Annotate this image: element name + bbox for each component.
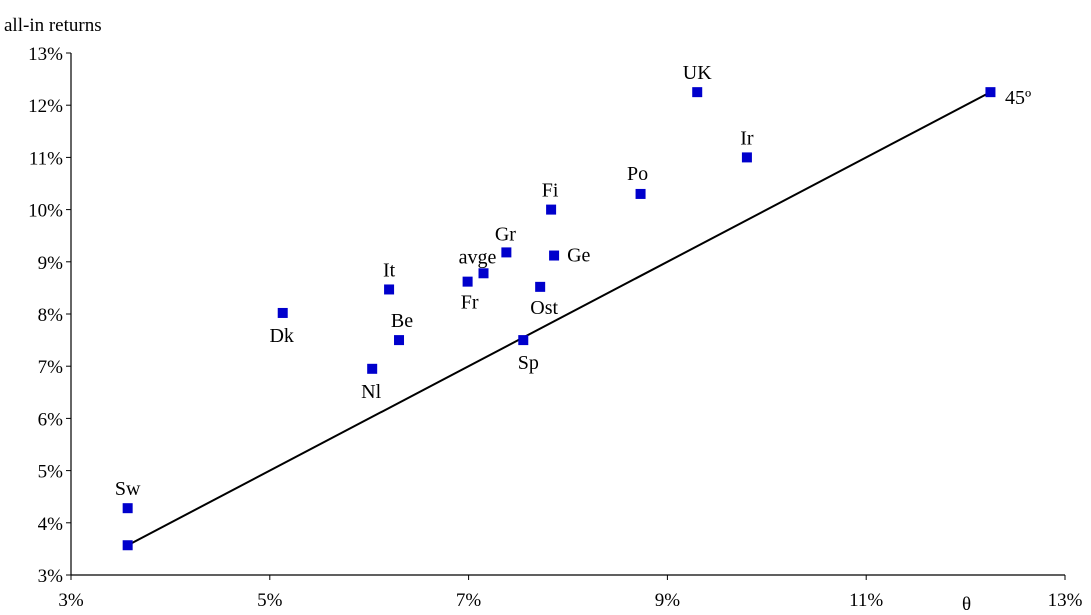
data-point-marker bbox=[985, 87, 996, 98]
diagonal-line bbox=[125, 91, 991, 548]
data-point-marker bbox=[367, 363, 378, 374]
data-point-marker bbox=[277, 307, 288, 318]
x-tick-label: 13% bbox=[1048, 590, 1083, 611]
y-tick-label: 9% bbox=[38, 253, 64, 274]
data-point-marker bbox=[384, 284, 395, 295]
diagonal-line-group bbox=[125, 91, 991, 548]
data-point-label: Ge bbox=[567, 245, 590, 267]
data-point-label: UK bbox=[683, 62, 712, 84]
data-point-marker bbox=[741, 152, 752, 163]
data-point-label: Sw bbox=[115, 478, 141, 500]
data-point-label: Sp bbox=[518, 352, 539, 374]
y-tick-label: 13% bbox=[28, 44, 63, 65]
data-point-label: avge bbox=[459, 246, 497, 268]
x-tick-label: 9% bbox=[655, 590, 681, 611]
x-tick-label: 11% bbox=[849, 590, 883, 611]
data-point-marker bbox=[635, 188, 646, 199]
y-tick-label: 11% bbox=[29, 148, 63, 169]
data-point-label: Nl bbox=[361, 381, 381, 403]
data-point-marker bbox=[122, 540, 133, 551]
data-point-label: Be bbox=[391, 310, 413, 332]
data-point-marker bbox=[394, 335, 405, 346]
y-tick-label: 3% bbox=[38, 566, 64, 587]
data-point-label: Fi bbox=[542, 180, 559, 202]
data-point-marker bbox=[462, 276, 473, 287]
data-point-marker bbox=[692, 87, 703, 98]
data-point-label: Po bbox=[627, 163, 648, 185]
y-tick-label: 8% bbox=[38, 305, 64, 326]
data-points: UK Ir Po Fi Gr Ge avge Fr Ost It Dk Be Sp Nl Sw bbox=[115, 62, 996, 551]
data-point-marker bbox=[478, 268, 489, 279]
y-tick-label: 10% bbox=[28, 201, 63, 222]
data-point-label: It bbox=[383, 259, 396, 281]
data-point-marker bbox=[122, 503, 133, 514]
y-tick-label: 7% bbox=[38, 357, 64, 378]
data-point-marker bbox=[518, 335, 529, 346]
y-tick-label: 4% bbox=[38, 514, 64, 535]
data-point-marker bbox=[535, 281, 546, 292]
data-point-label: Ost bbox=[530, 297, 558, 319]
data-point-marker bbox=[546, 204, 557, 215]
data-point-marker bbox=[501, 247, 512, 258]
y-tick-label: 5% bbox=[38, 462, 64, 483]
data-point-label: Fr bbox=[461, 292, 479, 314]
data-point-label: Ir bbox=[740, 127, 754, 149]
data-point-label: Dk bbox=[269, 325, 293, 347]
y-tick-label: 12% bbox=[28, 96, 63, 117]
y-axis-title: all-in returns bbox=[4, 15, 102, 36]
x-axis-title: θ bbox=[962, 594, 971, 615]
x-tick-label: 3% bbox=[58, 590, 84, 611]
x-tick-label: 5% bbox=[257, 590, 283, 611]
axes: 3% 4% 5% 6% 7% 8% 9% 10% 11% 12% 13% 3% 5% 7% 9% 11% 13% bbox=[28, 44, 1082, 611]
data-point-label: Gr bbox=[495, 223, 516, 245]
data-point-marker bbox=[549, 250, 560, 261]
y-tick-label: 6% bbox=[38, 409, 64, 430]
x-tick-label: 7% bbox=[456, 590, 482, 611]
line-label: 45º bbox=[1005, 87, 1031, 109]
